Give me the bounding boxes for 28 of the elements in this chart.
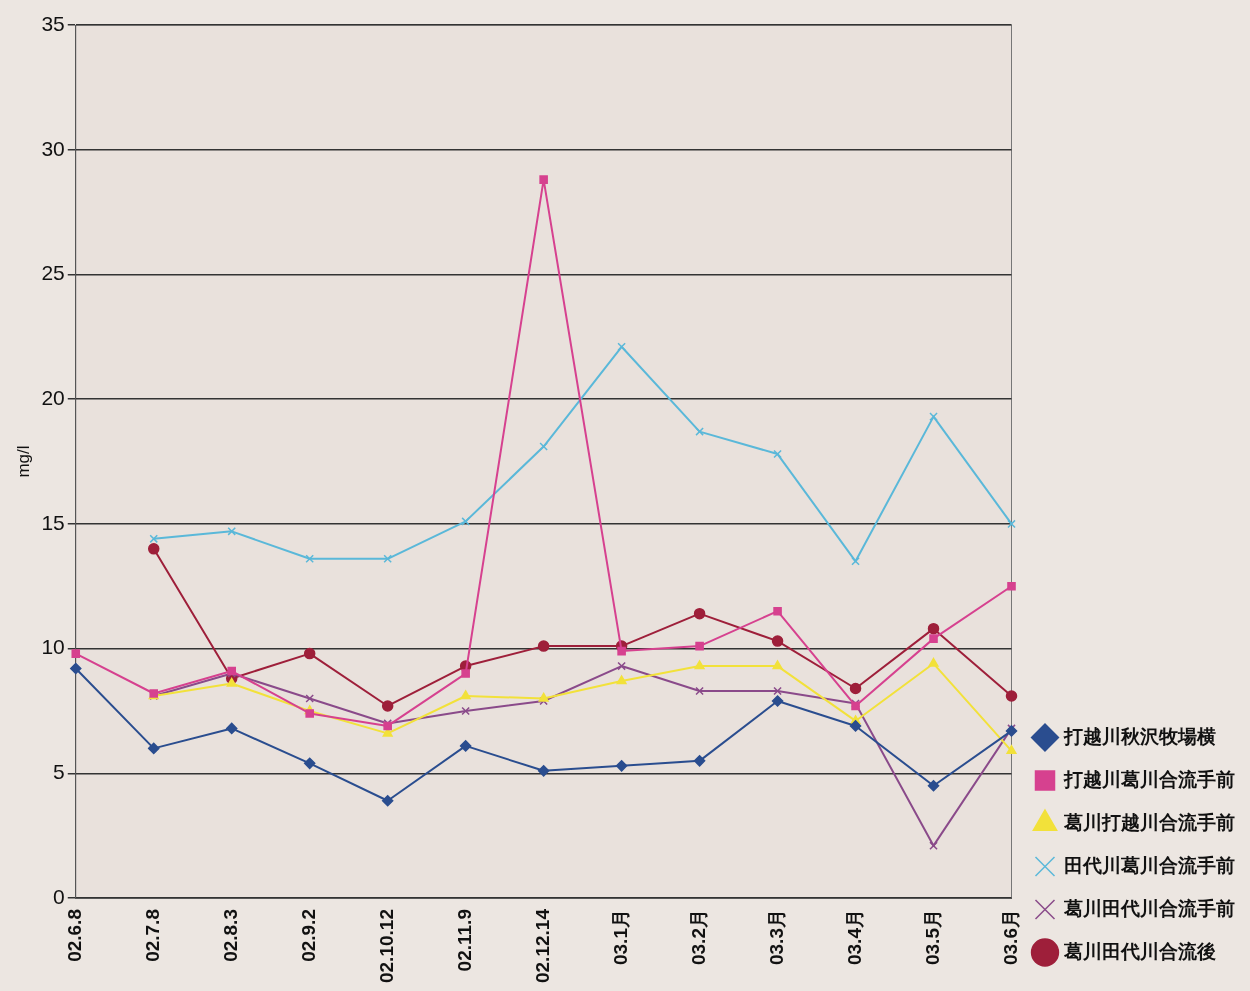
y-tick-label: 0 [53,884,65,908]
x-tick-label: 03.6月 [999,909,1021,966]
legend-label: 葛川田代川合流後 [1063,940,1216,962]
x-tick-label: 03.2月 [687,909,709,966]
x-tick-label: 03.3月 [765,909,787,966]
y-tick-label: 15 [41,510,65,534]
x-tick-label: 02.9.2 [297,909,319,962]
legend-label: 田代川葛川合流手前 [1064,854,1235,876]
x-tick-label: 02.7.8 [141,909,163,962]
y-tick-label: 5 [53,760,65,784]
x-tick-label: 02.12.14 [531,908,553,984]
x-tick-label: 02.10.12 [375,909,397,984]
y-tick-label: 10 [41,635,65,659]
y-tick-label: 30 [41,136,65,160]
legend-label: 打越川葛川合流手前 [1063,768,1235,790]
x-tick-label: 03.4月 [843,909,865,966]
y-tick-label: 35 [41,11,65,35]
y-axis-title: mg/l [13,445,33,478]
legend-label: 打越川秋沢牧場横 [1063,725,1216,747]
x-tick-label: 03.1月 [609,909,631,966]
y-tick-label: 25 [41,261,65,285]
x-tick-label: 02.6.8 [63,909,85,962]
legend-label: 葛川打越川合流手前 [1063,811,1235,833]
x-tick-label: 03.5月 [921,909,943,966]
y-tick-label: 20 [41,385,65,409]
x-tick-label: 02.11.9 [453,909,475,972]
legend-label: 葛川田代川合流手前 [1063,897,1235,919]
x-tick-label: 02.8.3 [219,909,241,962]
